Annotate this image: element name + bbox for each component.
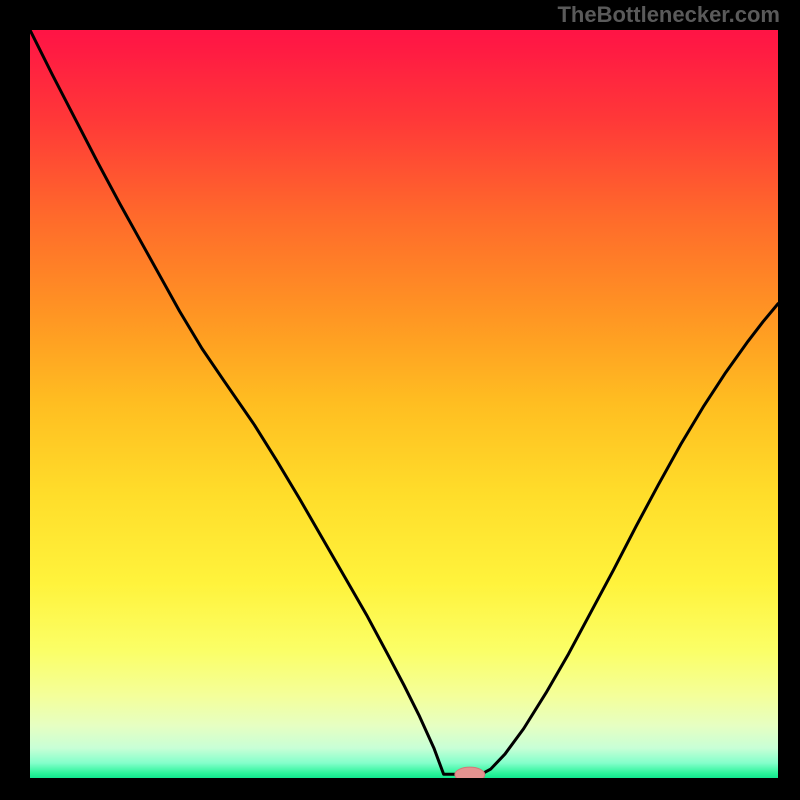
gradient-background — [30, 30, 778, 778]
chart-frame: TheBottlenecker.com — [0, 0, 800, 800]
plot-area — [30, 30, 778, 778]
watermark-text: TheBottlenecker.com — [557, 2, 780, 28]
optimum-marker — [455, 767, 485, 778]
